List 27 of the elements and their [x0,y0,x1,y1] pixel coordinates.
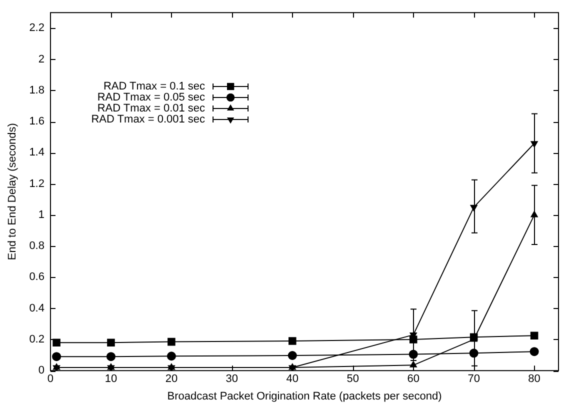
x-tick-label: 60 [407,373,420,386]
x-tick-label: 70 [468,373,480,386]
y-tick-label: 0.8 [29,240,44,252]
y-tick-label: 1.2 [29,178,44,190]
y-axis-title: End to End Delay (seconds) [6,123,19,260]
x-tick-label: 40 [286,373,299,386]
x-tick-label: 80 [528,373,540,386]
x-tick-label: 20 [165,373,178,386]
y-tick-label: 0.6 [29,271,44,284]
legend-label: RAD Tmax = 0.1 sec [103,80,206,93]
x-tick-label: 0 [47,373,54,386]
y-tick-label: 2 [38,53,44,66]
legend-label: RAD Tmax = 0.01 sec [97,102,206,115]
y-tick-label: 1.8 [29,84,44,96]
y-tick-label: 1.4 [29,146,44,159]
legend-label: RAD Tmax = 0.05 sec [97,92,206,104]
x-tick-label: 30 [226,373,238,386]
y-tick-label: 0.2 [29,334,44,346]
y-tick-label: 1 [38,208,44,221]
x-tick-label: 10 [104,373,118,386]
y-tick-label: 2.2 [29,22,44,34]
y-tick-label: 0 [38,364,44,377]
x-axis-title: Broadcast Packet Origination Rate (packets per second) [167,390,442,402]
y-tick-label: 1.6 [29,116,44,128]
y-tick-label: 0.4 [29,302,44,314]
legend-label: RAD Tmax = 0.001 sec [91,114,206,126]
x-tick-label: 50 [346,373,360,386]
